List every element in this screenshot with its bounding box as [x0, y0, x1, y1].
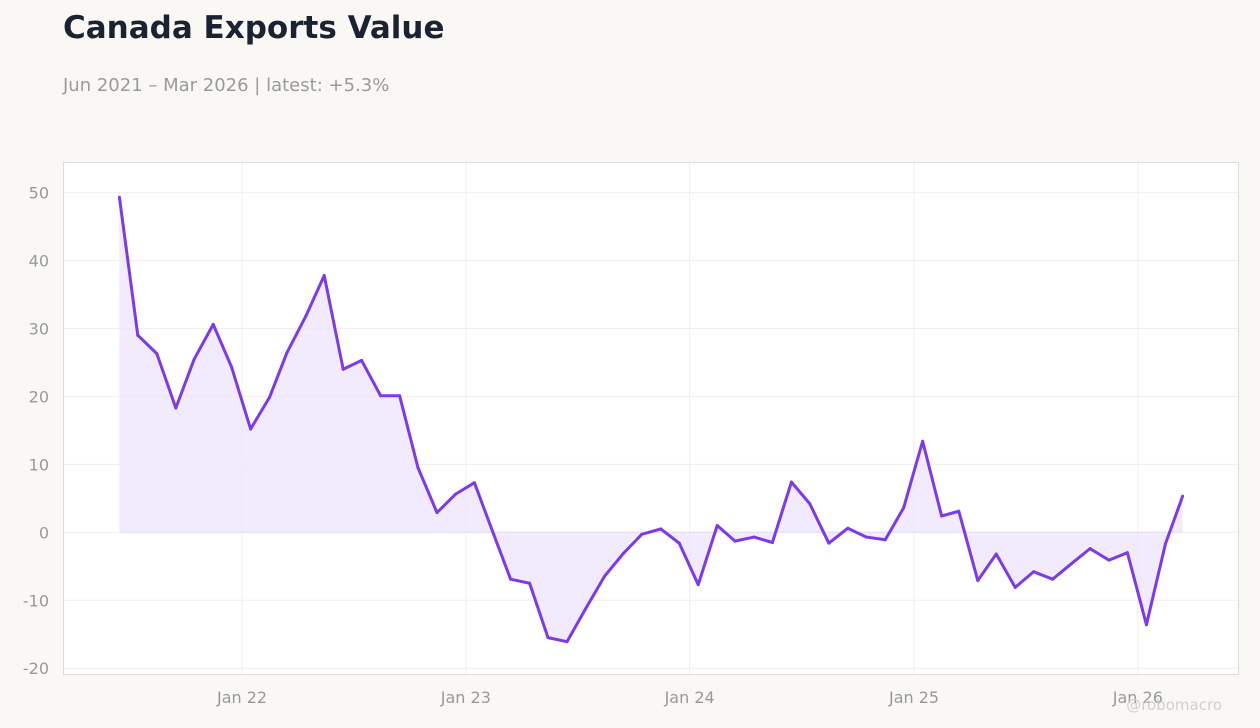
data-point	[976, 579, 980, 583]
x-tick-label: Jan 25	[888, 688, 939, 707]
data-point	[1107, 558, 1111, 562]
data-point	[827, 541, 831, 545]
data-point	[1144, 623, 1148, 627]
data-point	[304, 314, 308, 318]
plot-border	[63, 162, 1239, 675]
y-tick-label: -10	[23, 591, 49, 610]
data-point	[640, 532, 644, 536]
chart-subtitle: Jun 2021 – Mar 2026 | latest: +5.3%	[63, 75, 390, 96]
data-point	[379, 394, 383, 398]
series-area-fill	[119, 197, 1183, 642]
data-point	[285, 351, 289, 355]
data-point	[715, 524, 719, 528]
data-point	[752, 535, 756, 539]
y-tick-label: 0	[39, 523, 49, 542]
data-point	[940, 514, 944, 518]
data-point	[1070, 562, 1074, 566]
data-point	[621, 551, 625, 555]
chart-title: Canada Exports Value	[63, 10, 445, 46]
x-tick-label: Jan 26	[1112, 688, 1163, 707]
data-point	[268, 395, 272, 399]
data-point	[789, 480, 793, 484]
data-point	[136, 333, 140, 337]
data-point	[1163, 542, 1167, 546]
data-point	[957, 509, 961, 513]
data-point	[602, 574, 606, 578]
data-point	[546, 636, 550, 640]
data-point	[677, 541, 681, 545]
data-point	[1051, 577, 1055, 581]
x-axis: Jan 22 Jan 23 Jan 24 Jan 25 Jan 26	[216, 688, 1163, 707]
data-point	[1088, 547, 1092, 551]
data-point	[360, 358, 364, 362]
y-tick-label: 20	[29, 387, 49, 406]
data-point	[435, 511, 439, 515]
x-tick-label: Jan 23	[440, 688, 491, 707]
x-tick-label: Jan 24	[664, 688, 715, 707]
data-point	[846, 526, 850, 530]
y-tick-label: 10	[29, 455, 49, 474]
data-point	[491, 532, 495, 536]
data-point	[583, 607, 587, 611]
y-axis: -20 -10 0 10 20 30 40 50	[23, 184, 49, 679]
y-tick-label: 30	[29, 319, 49, 338]
data-point	[453, 492, 457, 496]
y-tick-label: 40	[29, 252, 49, 271]
data-point	[921, 439, 925, 443]
data-point	[398, 394, 402, 398]
data-point	[117, 195, 121, 199]
data-point	[230, 365, 234, 369]
data-point	[528, 581, 532, 585]
data-point	[808, 502, 812, 506]
data-point	[322, 273, 326, 277]
x-tick-label: Jan 22	[216, 688, 267, 707]
data-points	[117, 195, 1185, 644]
data-point	[1125, 551, 1129, 555]
data-point	[341, 367, 345, 371]
watermark-text: @robomacro	[1126, 696, 1222, 714]
data-point	[416, 466, 420, 470]
data-point	[1181, 494, 1185, 498]
data-point	[565, 640, 569, 644]
data-point	[864, 535, 868, 539]
data-point	[174, 406, 178, 410]
data-point	[155, 352, 159, 356]
y-tick-label: -20	[23, 659, 49, 678]
data-point	[192, 357, 196, 361]
data-point	[509, 577, 513, 581]
data-point	[696, 583, 700, 587]
data-point	[770, 541, 774, 545]
data-point	[1032, 570, 1036, 574]
data-point	[472, 481, 476, 485]
data-point	[733, 539, 737, 543]
data-point	[1013, 585, 1017, 589]
data-point	[211, 322, 215, 326]
data-point	[902, 506, 906, 510]
data-point	[994, 552, 998, 556]
data-point	[883, 538, 887, 542]
series-line	[117, 195, 1185, 644]
data-point	[659, 527, 663, 531]
data-point	[249, 427, 253, 431]
y-tick-label: 50	[29, 184, 49, 203]
